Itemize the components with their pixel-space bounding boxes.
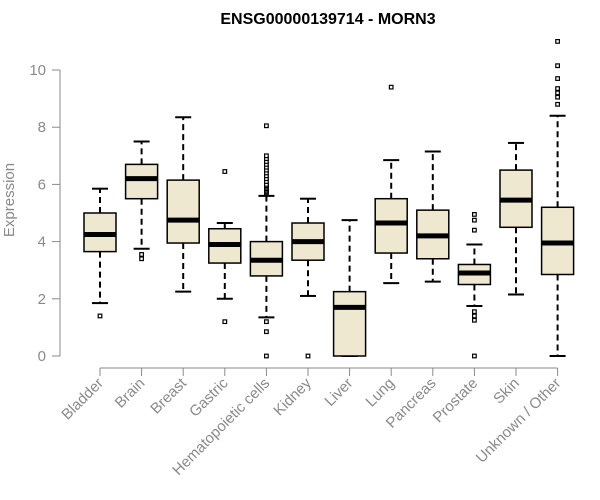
box-group xyxy=(416,150,450,283)
x-tick-label: Prostate xyxy=(430,375,482,427)
outlier-point xyxy=(472,309,477,315)
box-group xyxy=(249,123,284,359)
iqr-box xyxy=(332,290,367,357)
outlier-point xyxy=(264,319,269,325)
y-tick-label: 2 xyxy=(38,291,46,308)
y-tick-label: 4 xyxy=(38,234,46,251)
x-tick-label: Brain xyxy=(112,375,149,412)
y-ticks: 0 2 4 6 8 10 xyxy=(29,62,60,365)
box-group xyxy=(291,197,325,359)
box-group xyxy=(208,169,242,325)
outlier-point xyxy=(472,313,477,319)
y-axis-label: Expression xyxy=(1,163,18,237)
box-group xyxy=(332,219,367,357)
y-tick-label: 6 xyxy=(38,176,46,193)
chart-title: ENSG00000139714 - MORN3 xyxy=(220,11,435,28)
box-group xyxy=(457,212,492,359)
box-group xyxy=(499,141,533,296)
y-tick-label: 0 xyxy=(38,348,46,365)
outlier-point xyxy=(264,329,269,335)
iqr-box xyxy=(374,197,408,254)
iqr-box xyxy=(124,163,159,200)
outlier-point xyxy=(472,212,477,217)
outlier-point xyxy=(555,86,560,91)
outlier-point xyxy=(555,90,560,96)
box-group xyxy=(374,84,408,285)
outlier-point xyxy=(222,169,228,174)
x-tick-label: Breast xyxy=(147,374,190,417)
x-tick-label: Kidney xyxy=(270,374,315,419)
outlier-point xyxy=(139,256,145,262)
x-tick-label: Skin xyxy=(490,375,523,408)
outlier-point xyxy=(555,63,560,69)
box-group xyxy=(540,38,575,357)
outlier-point xyxy=(264,153,269,159)
x-tick-label: Bladder xyxy=(58,375,107,424)
outlier-point xyxy=(264,353,269,359)
box-group xyxy=(83,187,117,319)
outlier-point xyxy=(472,217,477,223)
outlier-point xyxy=(555,94,560,100)
outlier-point xyxy=(472,227,477,233)
x-tick-label: Liver xyxy=(321,375,356,410)
y-tick-label: 8 xyxy=(38,119,46,136)
outlier-point xyxy=(472,317,477,323)
outlier-point xyxy=(555,76,560,81)
iqr-box xyxy=(166,179,200,244)
outlier-point xyxy=(222,319,228,325)
box-group xyxy=(166,116,200,293)
outlier-point xyxy=(555,38,560,44)
y-tick-label: 10 xyxy=(29,62,46,79)
outlier-point xyxy=(388,84,394,90)
outlier-point xyxy=(472,353,477,359)
outlier-point xyxy=(139,252,145,257)
boxes xyxy=(83,38,575,359)
outlier-point xyxy=(305,353,311,359)
x-tick-label: Lung xyxy=(362,375,398,411)
outlier-point xyxy=(97,313,103,319)
outlier-point xyxy=(264,123,269,129)
outlier-point xyxy=(555,101,560,107)
box-group xyxy=(124,140,159,262)
